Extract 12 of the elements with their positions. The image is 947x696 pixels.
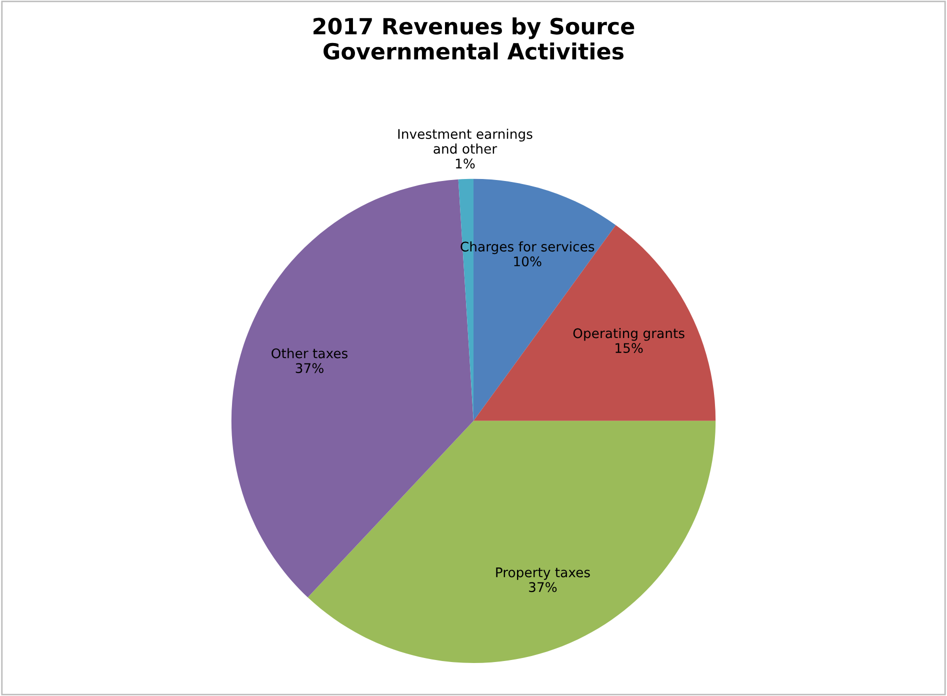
data-label: 37% [529,582,557,592]
slice-label: Other taxes [272,348,348,358]
slice-label: Investment earnings and other [398,128,532,154]
data-label: 37% [296,363,324,374]
pie-slice [308,420,716,663]
data-label: 15% [616,343,643,354]
data-label: 1% [456,158,475,169]
chart-title: 2017 Revenues by Source Governmental Activities [314,17,634,60]
slice-label: Property taxes [496,568,590,580]
slice-label: Operating grants [573,328,684,341]
data-label: 10% [514,256,542,266]
slice-label: Charges for services [460,241,594,254]
